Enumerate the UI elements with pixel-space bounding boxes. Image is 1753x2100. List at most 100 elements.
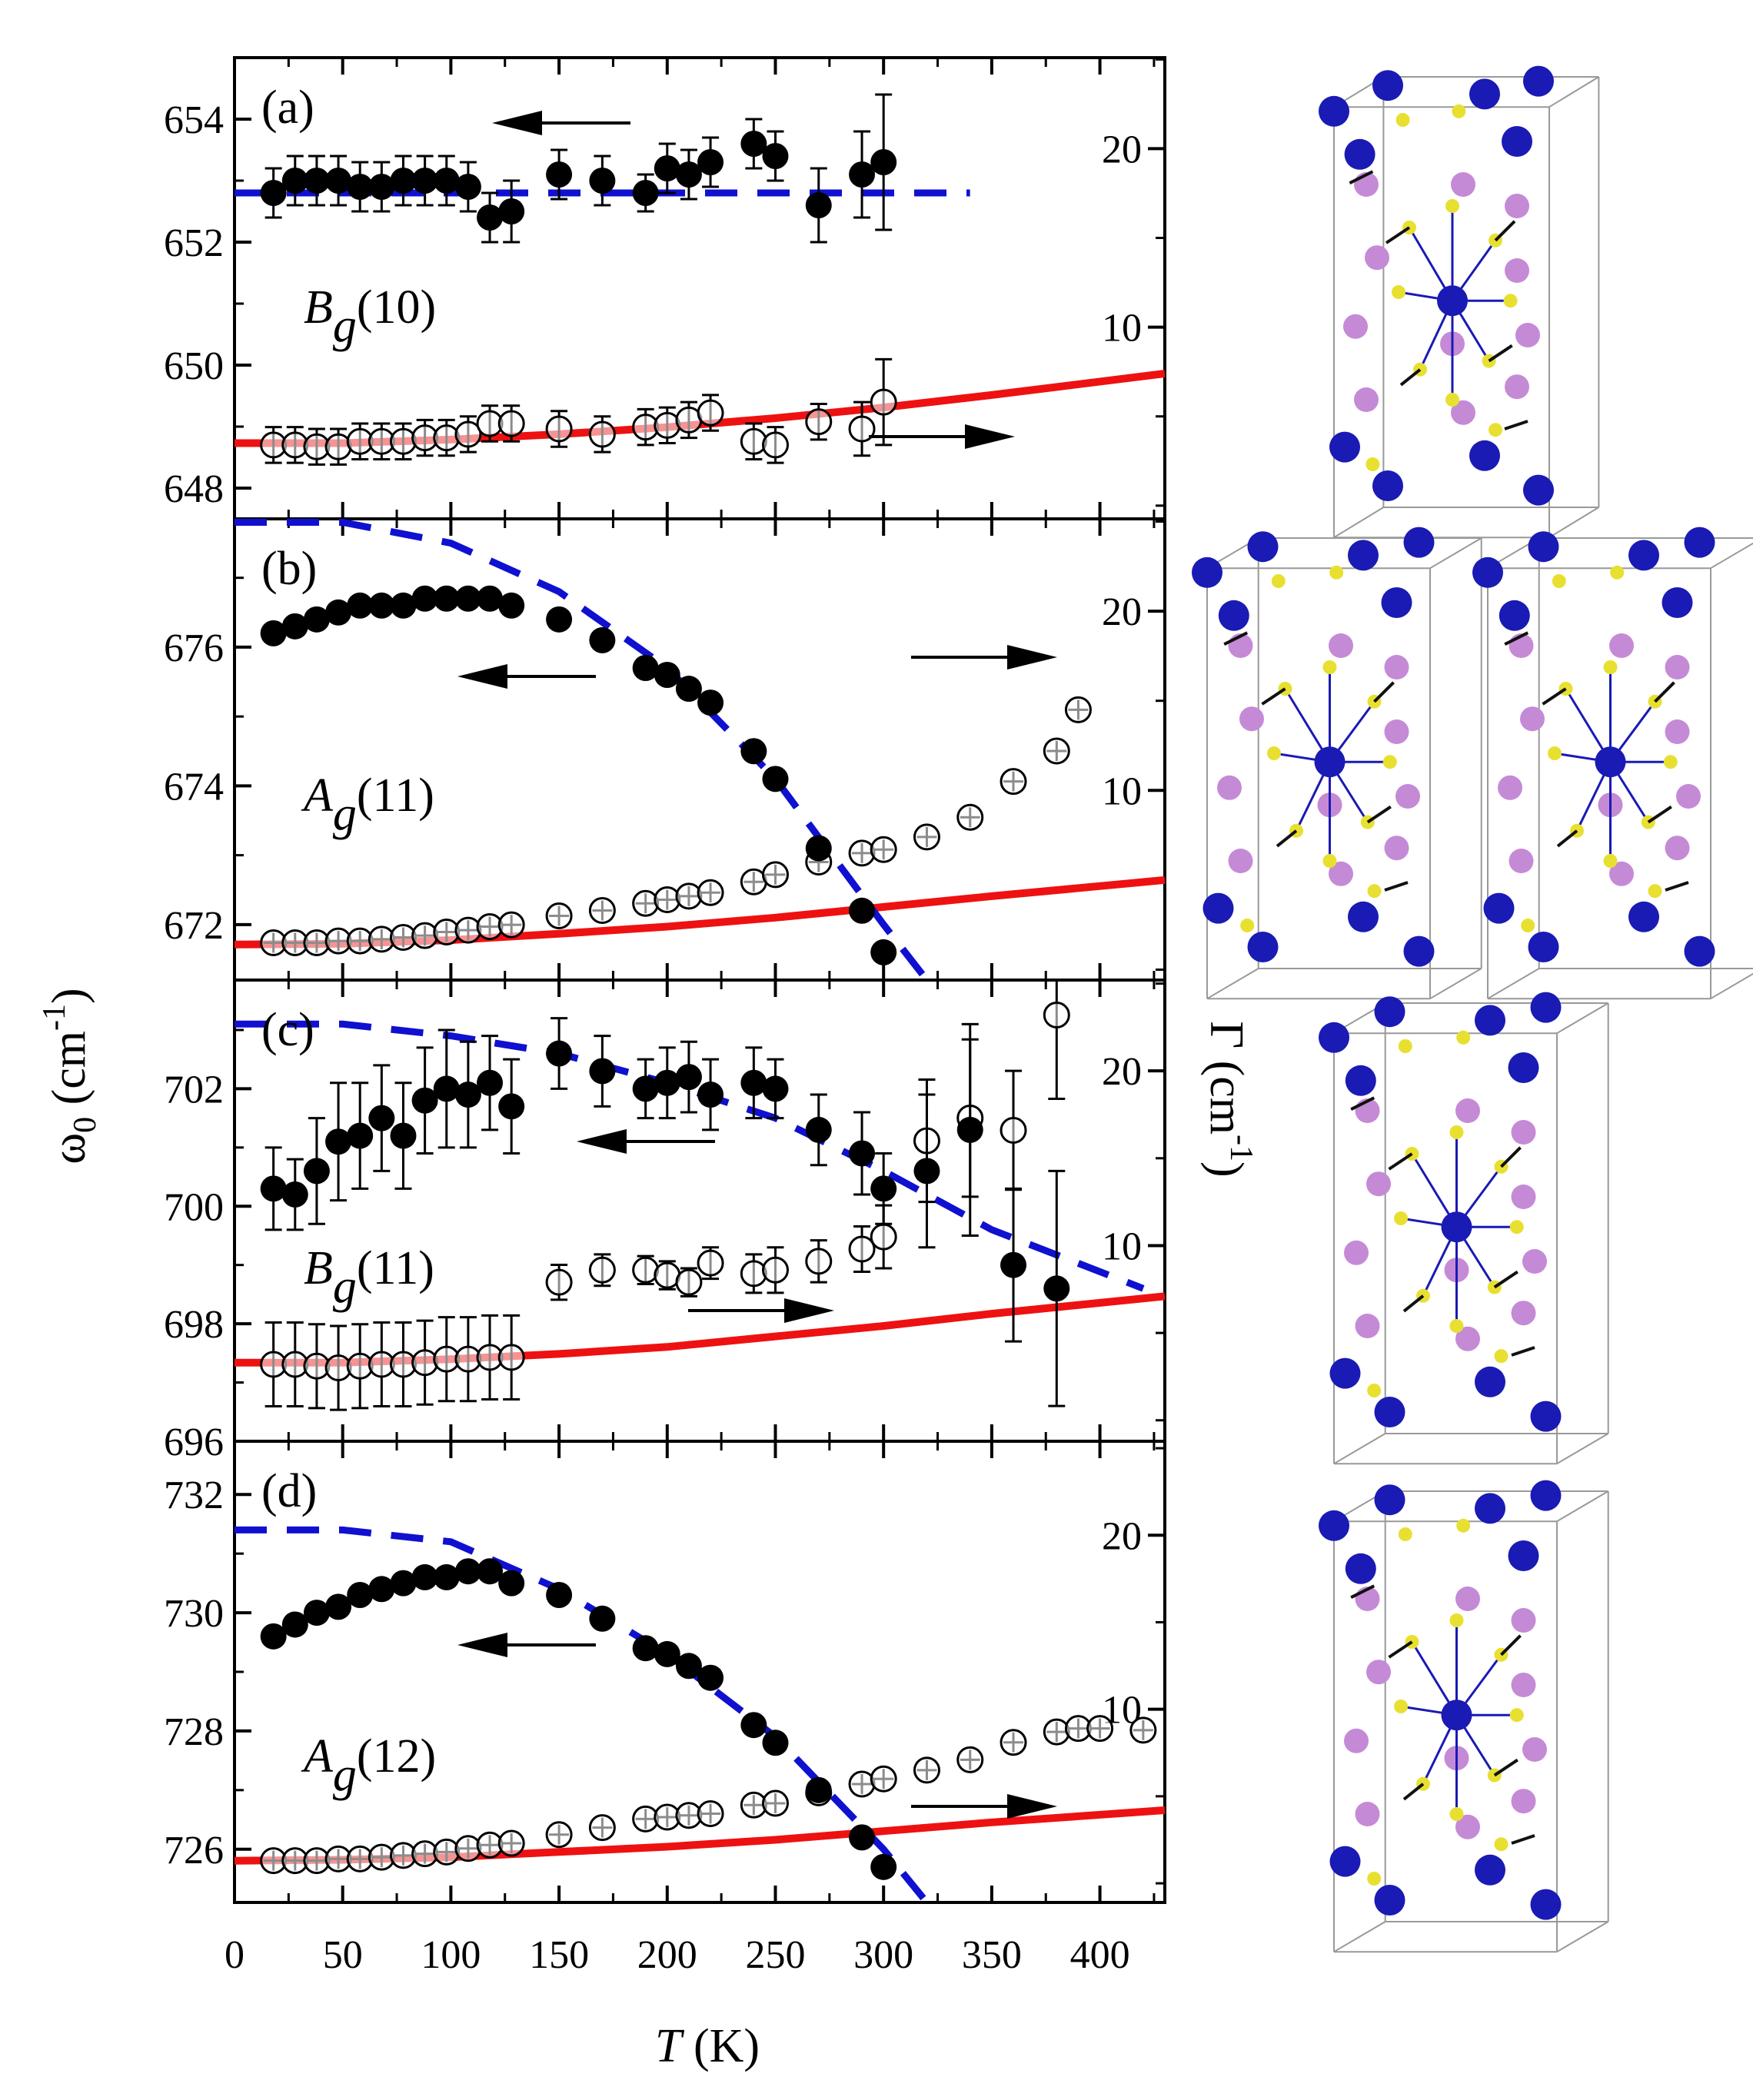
omega-point bbox=[740, 131, 767, 157]
pink-atom bbox=[1384, 655, 1409, 680]
yellow-atom bbox=[1552, 574, 1566, 588]
displacement-arrow bbox=[1488, 344, 1513, 363]
omega-point bbox=[498, 198, 525, 224]
yellow-atom bbox=[1367, 1384, 1382, 1397]
omega-point bbox=[347, 174, 374, 200]
yellow-atom bbox=[1392, 285, 1405, 299]
omega-point bbox=[913, 1158, 940, 1185]
blue-atom bbox=[1684, 935, 1715, 967]
gamma-point bbox=[411, 922, 439, 949]
gamma-point bbox=[1129, 1716, 1157, 1744]
displacement-arrow bbox=[1665, 881, 1689, 892]
omega-point bbox=[697, 1082, 724, 1108]
pink-atom bbox=[1509, 849, 1534, 873]
blue-atom bbox=[1628, 540, 1659, 571]
blue-atom bbox=[1372, 470, 1403, 501]
omega-point bbox=[849, 1824, 876, 1851]
omega-point bbox=[433, 168, 460, 194]
pink-atom bbox=[1343, 314, 1368, 339]
gamma-point bbox=[497, 410, 525, 437]
yellow-atom bbox=[1494, 1349, 1509, 1364]
gamma-point bbox=[870, 1765, 897, 1793]
panel-frame bbox=[233, 517, 1166, 982]
yellow-atom bbox=[1367, 884, 1382, 899]
mode-label: Ag(11) bbox=[301, 769, 434, 840]
yellow-atom bbox=[1449, 1613, 1464, 1627]
omega-point bbox=[454, 1082, 481, 1108]
x-tick-label: 0 bbox=[225, 1933, 244, 1977]
omega-point bbox=[546, 1582, 573, 1608]
cell-edge bbox=[1333, 507, 1384, 539]
pink-atom bbox=[1505, 374, 1529, 400]
omega-point bbox=[281, 613, 308, 640]
yellow-atom bbox=[1271, 574, 1286, 588]
yellow-atom bbox=[1449, 1125, 1464, 1139]
blue-atom bbox=[1502, 126, 1532, 157]
omega-fit-line bbox=[235, 519, 932, 980]
blue-atom bbox=[1374, 1484, 1405, 1516]
omega-point bbox=[632, 1075, 659, 1102]
blue-atom bbox=[1374, 1885, 1405, 1916]
gamma-point bbox=[740, 1260, 767, 1288]
mode-label: Ag(12) bbox=[301, 1730, 436, 1801]
omega-point bbox=[390, 168, 417, 194]
yellow-atom bbox=[1329, 565, 1344, 580]
gamma-point bbox=[1064, 696, 1092, 723]
omega-point bbox=[762, 766, 789, 792]
blue-atom bbox=[1344, 138, 1375, 170]
panel-label: (b) bbox=[261, 543, 317, 595]
yellow-atom bbox=[1367, 1872, 1382, 1886]
pink-atom bbox=[1395, 784, 1420, 809]
gamma-point bbox=[454, 1835, 482, 1862]
yellow-atom bbox=[1610, 565, 1625, 580]
gamma-point bbox=[497, 1344, 525, 1371]
omega-point bbox=[411, 1087, 438, 1114]
yellow-atom bbox=[1449, 1807, 1464, 1821]
blue-atom bbox=[1475, 1005, 1505, 1036]
displacement-arrow bbox=[1402, 1783, 1425, 1801]
omega-point bbox=[281, 1181, 308, 1208]
displacement-arrow bbox=[1350, 1584, 1375, 1599]
plot-area bbox=[235, 93, 1165, 466]
pink-atom bbox=[1511, 1608, 1536, 1633]
pink-atom bbox=[1511, 1673, 1536, 1697]
omega-point bbox=[260, 620, 287, 646]
gamma-point bbox=[1000, 768, 1027, 796]
structure-c bbox=[1319, 992, 1609, 1465]
omega-point bbox=[632, 654, 659, 681]
right-tick-label: 20 bbox=[1102, 1050, 1142, 1094]
gamma-point bbox=[805, 408, 833, 436]
pink-atom bbox=[1355, 1314, 1380, 1338]
yellow-atom bbox=[1521, 919, 1535, 932]
yellow-atom bbox=[1494, 1837, 1509, 1852]
omega-point bbox=[956, 1116, 983, 1143]
pink-atom bbox=[1344, 1728, 1369, 1753]
blue-atom bbox=[1662, 587, 1693, 618]
gamma-point bbox=[956, 1746, 984, 1773]
omega-point bbox=[870, 939, 897, 965]
pink-atom bbox=[1505, 258, 1529, 283]
displacement-arrow bbox=[1399, 368, 1422, 387]
yellow-atom bbox=[1394, 1700, 1408, 1713]
omega-point bbox=[303, 168, 330, 194]
right-tick-label: 10 bbox=[1102, 769, 1142, 813]
omega-point bbox=[368, 174, 395, 200]
omega-point bbox=[477, 1558, 504, 1585]
gamma-point bbox=[588, 1256, 616, 1284]
omega-point bbox=[546, 1040, 573, 1067]
pink-atom bbox=[1455, 1587, 1480, 1611]
omega-point bbox=[498, 1570, 525, 1597]
gamma-point bbox=[588, 897, 616, 925]
omega-point bbox=[654, 1069, 680, 1096]
displacement-arrow bbox=[1494, 220, 1516, 242]
displacement-arrow bbox=[1500, 1146, 1522, 1168]
omega-point bbox=[546, 606, 573, 633]
gamma-point bbox=[675, 882, 703, 910]
x-tick-label: 50 bbox=[323, 1933, 363, 1977]
x-tick-label: 300 bbox=[853, 1933, 913, 1977]
omega-point bbox=[589, 168, 616, 194]
omega-point bbox=[303, 606, 330, 633]
gamma-point bbox=[913, 823, 940, 851]
pink-atom bbox=[1344, 1240, 1369, 1265]
omega-point bbox=[390, 1122, 417, 1149]
